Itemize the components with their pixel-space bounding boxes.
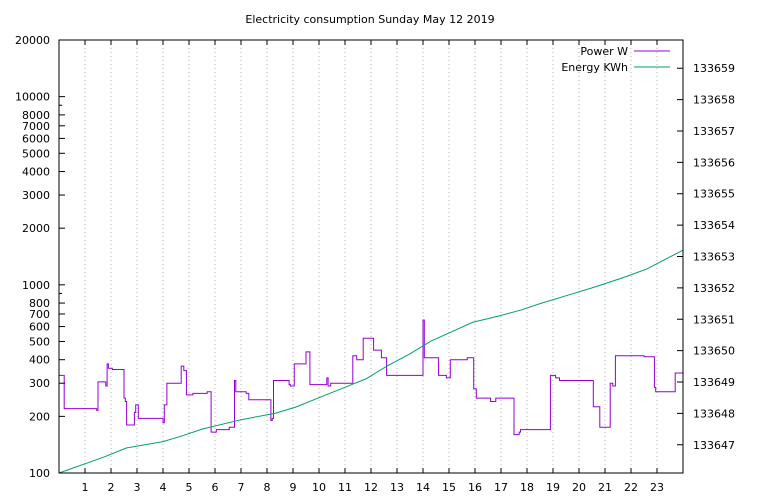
x-tick-label: 11 [338,481,352,494]
x-tick-label: 14 [416,481,430,494]
y2-tick-label: 133655 [693,188,735,201]
x-tick-label: 7 [238,481,245,494]
series-layer [58,249,684,474]
power-w-line [59,319,683,436]
x-tick-label: 6 [212,481,219,494]
y-tick-label: 500 [29,335,50,348]
y-tick-label: 10000 [15,91,50,104]
x-tick-label: 21 [598,481,612,494]
x-tick-label: 17 [494,481,508,494]
y-tick-label: 8000 [22,109,50,122]
legend-label: Energy KWh [561,61,628,74]
x-tick-label: 3 [134,481,141,494]
y2-tick-label: 133652 [693,282,735,295]
y-tick-label: 5000 [22,147,50,160]
x-tick-label: 19 [546,481,560,494]
y-tick-label: 800 [29,297,50,310]
y-tick-label: 20000 [15,34,50,47]
y-tick-label: 7000 [22,120,50,133]
ticks: 1 2 3 4 5 6 7 8 9 10 11 12 13 14 15 16 17 18 19 20 21 22 23100… [15,34,735,494]
legend-label: Power W [580,45,628,58]
x-tick-label: 4 [160,481,167,494]
y2-tick-label: 133656 [693,156,735,169]
y2-tick-label: 133649 [693,376,735,389]
energy-kwh-line [58,249,684,474]
y2-tick-label: 133658 [693,94,735,107]
legend: Power W Energy KWh [561,45,670,74]
x-tick-label: 9 [290,481,297,494]
y-tick-label: 100 [29,467,50,480]
x-tick-label: 2 [108,481,115,494]
y-tick-label: 400 [29,354,50,367]
x-tick-label: 12 [364,481,378,494]
x-tick-label: 10 [312,481,326,494]
y-tick-label: 4000 [22,166,50,179]
y2-tick-label: 133657 [693,125,735,138]
x-tick-label: 5 [186,481,193,494]
x-tick-label: 22 [624,481,638,494]
y2-tick-label: 133659 [693,62,735,75]
y-tick-label: 1000 [22,279,50,292]
y-tick-label: 300 [29,377,50,390]
y2-tick-label: 133648 [693,407,735,420]
y-tick-label: 6000 [22,132,50,145]
x-tick-label: 16 [468,481,482,494]
y-tick-label: 2000 [22,222,50,235]
y2-tick-label: 133647 [693,439,735,452]
y-tick-label: 700 [29,308,50,321]
y2-tick-label: 133650 [693,345,735,358]
y-tick-label: 600 [29,321,50,334]
x-tick-label: 20 [572,481,586,494]
x-tick-label: 15 [442,481,456,494]
chart-title: Electricity consumption Sunday May 12 20… [245,13,494,26]
x-tick-label: 1 [82,481,89,494]
gridlines [84,40,658,473]
y-tick-label: 3000 [22,189,50,202]
x-tick-label: 8 [264,481,271,494]
x-tick-label: 23 [650,481,664,494]
y2-tick-label: 133653 [693,251,735,264]
x-tick-label: 18 [520,481,534,494]
y2-tick-label: 133651 [693,313,735,326]
y2-tick-label: 133654 [693,219,735,232]
y-tick-label: 200 [29,410,50,423]
x-tick-label: 13 [390,481,404,494]
